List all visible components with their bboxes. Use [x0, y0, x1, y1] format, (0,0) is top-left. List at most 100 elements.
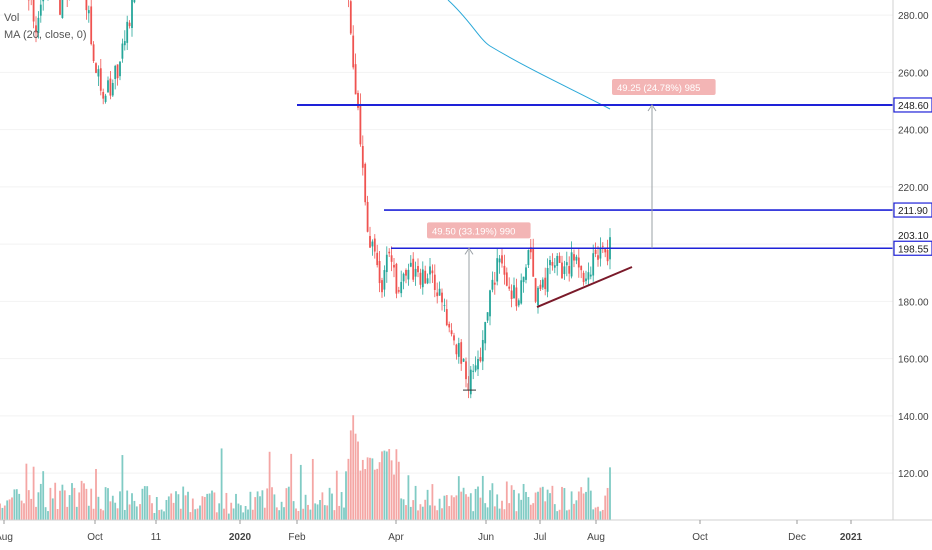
volume-bar — [522, 483, 525, 520]
candle-body — [114, 65, 117, 79]
candle-body — [431, 270, 434, 274]
volume-bar — [107, 488, 109, 520]
volume-bar — [383, 450, 386, 520]
candle-body — [61, 0, 64, 18]
volume-bar — [537, 491, 539, 520]
volume-bar — [517, 493, 520, 520]
candle-body — [537, 287, 539, 306]
candle-body — [104, 95, 107, 102]
volume-bar — [479, 497, 482, 520]
candle-body — [496, 258, 499, 282]
volume-bar — [599, 511, 602, 520]
candle-body — [87, 10, 90, 14]
volume-bar — [99, 508, 102, 520]
candle-body — [128, 22, 131, 27]
candle-body — [395, 263, 398, 294]
candle-body — [364, 163, 367, 203]
volume-bar — [529, 504, 532, 520]
candle-body — [438, 288, 441, 296]
volume-bar — [357, 441, 359, 520]
candle-body — [556, 255, 559, 266]
drawings[interactable]: 49.25 (24.78%) 985 49.50 (33.19%) 990 — [297, 0, 893, 391]
candle-body — [522, 276, 525, 283]
volume-bar — [395, 449, 398, 520]
candle-body — [582, 272, 585, 283]
volume-bar — [609, 467, 611, 520]
candle-body — [577, 257, 580, 268]
volume-bar — [203, 496, 206, 520]
candle-body — [443, 305, 446, 307]
volume-bar — [170, 493, 173, 520]
volume-bar — [85, 488, 88, 520]
volume-bar — [541, 486, 544, 520]
candle-body — [99, 68, 102, 91]
volume-bar — [268, 451, 271, 520]
volume-bar — [261, 490, 264, 520]
candle-body — [352, 35, 355, 68]
volume-bar — [208, 493, 211, 520]
candle-body — [517, 300, 520, 306]
volume-bar — [472, 511, 475, 520]
price-tick-label: 260.00 — [898, 68, 929, 79]
volume-bar — [259, 496, 261, 520]
volume-bar — [220, 448, 223, 520]
volume-bar — [503, 509, 506, 520]
volume-bar — [18, 493, 21, 520]
volume-bar — [146, 486, 149, 520]
volume-bar — [424, 499, 427, 520]
candle-body — [606, 250, 609, 262]
volume-bar — [116, 508, 119, 520]
candle-body — [520, 280, 523, 304]
volume-bar — [580, 487, 583, 520]
volume-bar — [331, 493, 333, 520]
trend-line — [536, 266, 633, 308]
candle-body — [111, 83, 114, 96]
volume-bar — [71, 483, 73, 520]
time-tick-label: Oct — [87, 532, 103, 543]
volume-bar — [407, 475, 410, 520]
candle-body — [493, 282, 496, 285]
time-tick-label: 11 — [151, 532, 162, 543]
volume-bar — [66, 506, 69, 520]
candle-body — [525, 267, 527, 280]
volume-bar — [290, 453, 293, 520]
volume-bar — [201, 496, 204, 520]
volume-bar — [283, 507, 285, 520]
volume-bar — [505, 481, 508, 520]
volume-bar — [335, 470, 338, 520]
volume-bar — [417, 510, 419, 520]
volume-bar — [285, 488, 288, 520]
volume-bar — [158, 510, 161, 520]
volume-bar — [37, 492, 40, 520]
volume-bar — [441, 508, 443, 520]
volume-bar — [568, 509, 571, 520]
volume-bar — [87, 505, 90, 520]
volume-legend: Vol — [4, 12, 20, 24]
volume-bar — [570, 491, 573, 520]
volume-bar — [436, 510, 439, 520]
candle-body — [90, 6, 93, 45]
volume-bar — [349, 430, 352, 520]
candle-body — [498, 258, 501, 263]
candle-body — [604, 248, 607, 253]
volume-bar — [366, 457, 369, 520]
volume-bar — [11, 497, 13, 520]
volume-bar — [474, 488, 477, 520]
volume-bar — [467, 496, 470, 520]
volume-bar — [155, 496, 158, 520]
candle-body — [414, 268, 417, 277]
time-tick-label: Jul — [534, 532, 547, 543]
volume-bar — [211, 490, 213, 520]
volume-bar — [510, 485, 513, 520]
volume-bar — [271, 487, 273, 520]
volume-bar — [80, 480, 83, 520]
volume-bar — [491, 483, 494, 520]
candle-body — [529, 247, 532, 253]
volume-bar — [148, 495, 151, 520]
volume-bar — [460, 491, 463, 520]
volume-bar — [361, 459, 364, 520]
volume-bar — [153, 513, 156, 520]
candle-body — [561, 262, 563, 279]
volume-bar — [206, 493, 209, 520]
